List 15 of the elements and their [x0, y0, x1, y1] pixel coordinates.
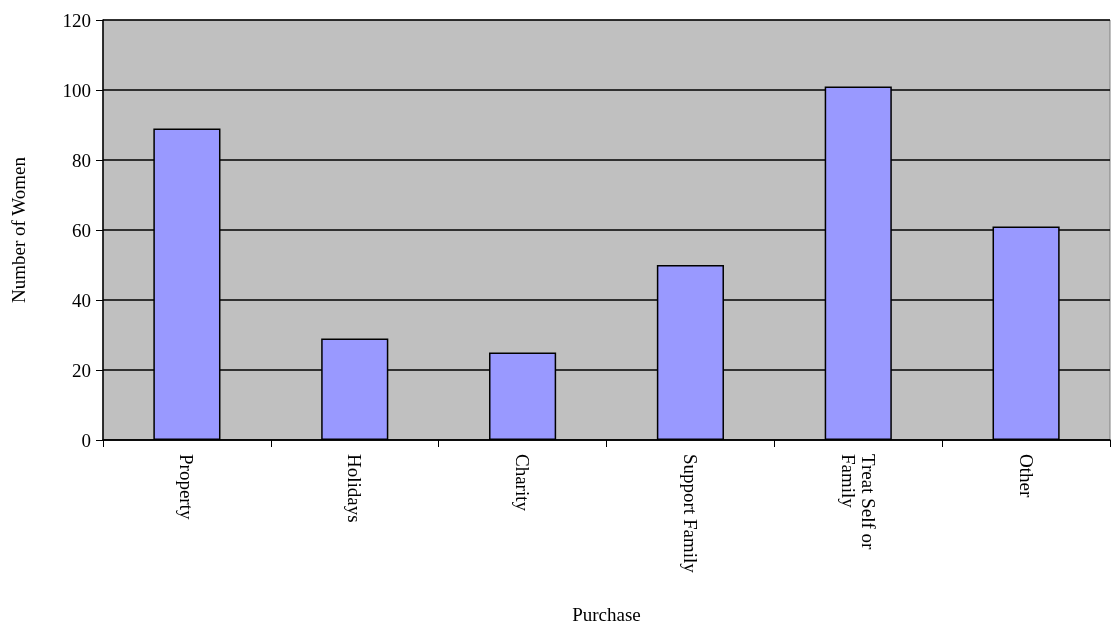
x-axis-title: Purchase [572, 604, 641, 625]
y-tick-label: 120 [62, 9, 91, 31]
y-tick-label: 40 [72, 289, 91, 311]
x-tick-label: Treat Self or Family [837, 454, 879, 555]
x-tick-label: Holidays [344, 454, 366, 523]
x-tick-label: Property [176, 454, 198, 520]
x-tick-label: Support Family [679, 454, 701, 574]
y-tick-label: 60 [72, 219, 91, 241]
y-tick-label: 100 [62, 79, 91, 101]
y-tick-label: 0 [81, 429, 91, 451]
y-axis-title: Number of Women [8, 156, 29, 303]
y-tick-label: 80 [72, 149, 91, 171]
y-tick-label: 20 [72, 359, 91, 381]
x-tick-label: Charity [512, 454, 534, 512]
x-tick-label: Other [1015, 454, 1037, 498]
